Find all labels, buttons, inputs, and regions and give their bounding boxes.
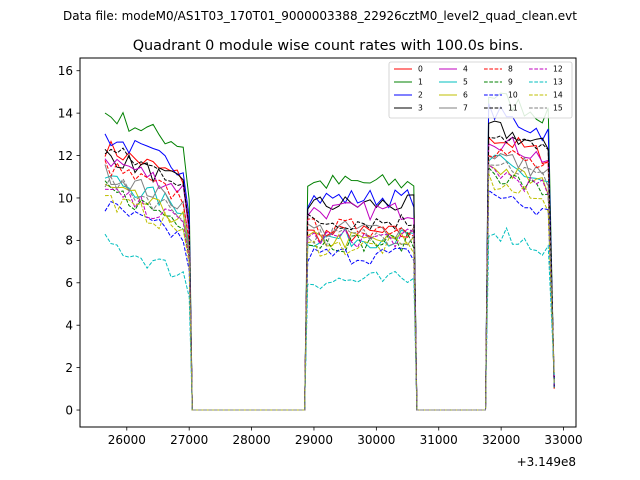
y-tick-label: 6 xyxy=(65,276,73,290)
series-line-8 xyxy=(104,148,555,411)
y-tick-label: 0 xyxy=(65,403,73,417)
series-line-4 xyxy=(104,136,555,411)
chart-title: Quadrant 0 module wise count rates with … xyxy=(133,38,524,54)
y-tick-label: 4 xyxy=(65,319,73,333)
legend-label-14: 14 xyxy=(553,91,563,100)
x-tick-label: 29000 xyxy=(295,433,333,447)
x-tick-label: 28000 xyxy=(232,433,270,447)
series-line-14 xyxy=(104,173,555,411)
y-tick-label: 16 xyxy=(58,64,73,78)
x-tick-label: 27000 xyxy=(170,433,208,447)
legend-label-5: 5 xyxy=(463,78,468,87)
legend-label-2: 2 xyxy=(418,91,423,100)
series-line-11 xyxy=(104,135,555,411)
legend-label-10: 10 xyxy=(508,91,518,100)
plot-area xyxy=(79,57,577,428)
plot-border xyxy=(79,57,577,428)
y-axis: 0 2 4 6 8 10 12 14 16 xyxy=(58,64,80,417)
legend-label-4: 4 xyxy=(463,65,468,74)
figure-suptitle: Data file: modeM0/AS1T03_170T01_90000033… xyxy=(63,9,577,23)
series-lines xyxy=(104,92,555,411)
series-line-7 xyxy=(104,153,555,411)
legend-label-0: 0 xyxy=(418,65,423,74)
y-tick-label: 14 xyxy=(58,106,73,120)
series-line-12 xyxy=(104,163,555,411)
x-tick-label: 30000 xyxy=(357,433,395,447)
legend-label-8: 8 xyxy=(508,65,513,74)
series-line-5 xyxy=(104,154,555,411)
legend-label-15: 15 xyxy=(553,104,563,113)
legend-label-12: 12 xyxy=(553,65,563,74)
legend-label-11: 11 xyxy=(508,104,518,113)
x-tick-label: 32000 xyxy=(482,433,520,447)
x-offset-label: +3.149e8 xyxy=(517,455,576,469)
y-tick-label: 12 xyxy=(58,149,73,163)
x-axis: 26000 27000 28000 29000 30000 31000 32000 33000 xyxy=(108,427,583,447)
legend-label-9: 9 xyxy=(508,78,513,87)
legend-label-3: 3 xyxy=(418,104,423,113)
series-line-6 xyxy=(104,164,555,411)
x-tick-label: 26000 xyxy=(108,433,146,447)
legend-label-6: 6 xyxy=(463,91,468,100)
y-tick-label: 2 xyxy=(65,361,73,375)
series-line-10 xyxy=(104,189,555,411)
y-tick-label: 8 xyxy=(65,234,73,248)
legend-frame xyxy=(388,61,573,119)
legend-label-1: 1 xyxy=(418,78,423,87)
plot-frame xyxy=(80,58,576,427)
x-tick-label: 31000 xyxy=(420,433,458,447)
y-tick-label: 10 xyxy=(58,191,73,205)
series-line-13 xyxy=(104,226,555,411)
legend-label-7: 7 xyxy=(463,104,468,113)
series-line-15 xyxy=(104,161,555,411)
x-tick-label: 33000 xyxy=(544,433,582,447)
legend-label-13: 13 xyxy=(553,78,563,87)
